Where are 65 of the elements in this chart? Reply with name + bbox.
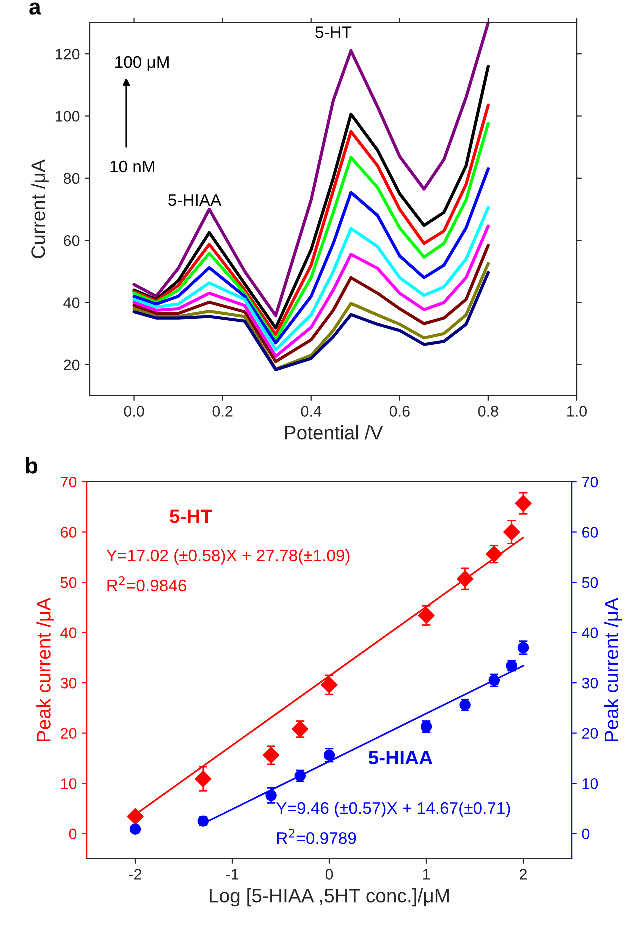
y-tick-label: 70 [61, 476, 77, 488]
x-tick-label: 0.8 [478, 406, 498, 417]
point [321, 676, 338, 694]
x-tick-label: 2 [520, 869, 527, 880]
x-tick-label: 0.6 [390, 406, 410, 417]
point [266, 790, 277, 802]
x-tick-label: 0.2 [212, 406, 233, 417]
x-tick-label: -1 [226, 869, 239, 880]
point [504, 524, 520, 541]
point [457, 570, 474, 588]
y-tick-label: 20 [61, 728, 77, 740]
x-axis-title: Log [5-HIAA ,5HT conc.]/μM [210, 888, 449, 907]
text: a [30, 2, 42, 15]
x-tick-label: 0.4 [301, 406, 322, 417]
annotation: Y=17.02 (±0.58)X + 27.78(±1.09) [106, 549, 350, 565]
y-tick-label: 60 [64, 235, 80, 246]
y-tick-label: 0 [69, 828, 77, 840]
y2-tick-label: 50 [582, 577, 598, 588]
y-tick-label: 80 [64, 173, 80, 184]
y2-tick-label: 0 [582, 828, 590, 840]
annotation: 5-HT [170, 510, 212, 524]
y-tick-label: 120 [56, 48, 80, 60]
annotation: Y=9.46 (±0.57)X + 14.67(±0.71) [276, 802, 510, 818]
x-axis-title: Potential /V [285, 426, 384, 440]
y2-tick-label: 30 [582, 678, 598, 689]
y2-tick-label: 40 [582, 628, 598, 638]
y-tick-label: 20 [64, 360, 80, 371]
line-series [132, 244, 490, 364]
annotation: R$^{2}$=0.9789 [278, 829, 356, 844]
y-tick-label: 30 [60, 678, 77, 689]
y-axis-title: Current /μA [31, 160, 49, 258]
annotation: 100 μM [116, 56, 169, 72]
y-tick-label: 40 [64, 298, 80, 308]
annotation: 10 nM [110, 160, 154, 173]
point [130, 824, 142, 835]
y2-tick-label: 70 [582, 476, 598, 488]
y-tick-label: 10 [61, 778, 77, 790]
line-series [132, 224, 490, 358]
point [486, 546, 503, 563]
x-tick-label: 0.0 [124, 406, 144, 417]
y-tick-label: 60 [61, 527, 77, 538]
annotation: R$^{2}$=0.9846 [108, 576, 186, 592]
y-axis-title: Peak current /μA [36, 598, 54, 742]
annotation: 5-HIAA [368, 751, 433, 765]
point [127, 808, 144, 826]
annotation: 5-HIAA [168, 194, 222, 206]
annotation: 5-HT [316, 26, 352, 38]
y2-axis-title: Peak current /μA [604, 598, 622, 742]
x-tick-label: 1.0 [568, 406, 588, 417]
y-tick-label: 100 [56, 111, 80, 122]
x-tick-label: -2 [129, 869, 142, 880]
y2-tick-label: 10 [582, 778, 598, 790]
point [195, 770, 212, 788]
point [263, 747, 280, 764]
y-tick-label: 40 [60, 628, 77, 638]
line-series [132, 206, 490, 352]
point [418, 607, 435, 624]
x-tick-label: 1 [423, 869, 430, 880]
point [292, 721, 309, 738]
x-tick-label: 0 [326, 869, 334, 880]
y2-tick-label: 20 [582, 728, 598, 740]
y-tick-label: 50 [60, 577, 77, 588]
point [515, 495, 532, 512]
text: b [26, 458, 38, 474]
y2-tick-label: 60 [582, 527, 598, 538]
